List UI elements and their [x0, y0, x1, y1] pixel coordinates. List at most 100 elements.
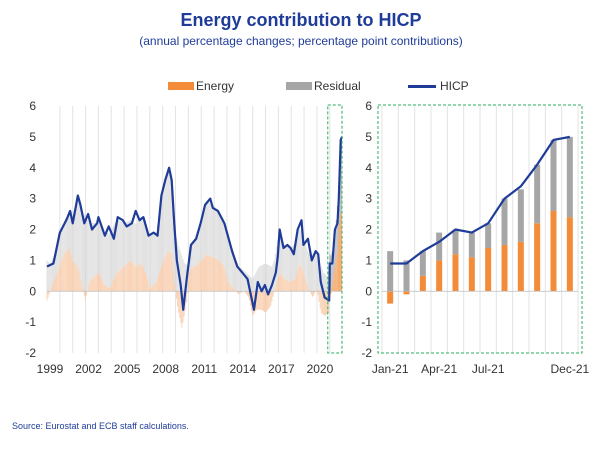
energy-bar: [173, 272, 174, 292]
energy-bar: [120, 269, 122, 292]
energy-bar: [287, 280, 289, 292]
energy-bar: [225, 272, 227, 292]
energy-bar: [63, 253, 65, 292]
energy-bar: [215, 258, 217, 292]
residual-bar: [121, 221, 123, 269]
residual-bar: [166, 171, 168, 254]
energy-bar: [158, 275, 159, 292]
residual-bar: [220, 215, 221, 262]
energy-bar: [152, 285, 154, 292]
energy-bar: [274, 287, 276, 292]
residual-bar: [281, 236, 282, 276]
energy-bar: [168, 252, 170, 292]
residual-bar: [331, 252, 333, 287]
residual-bar: [101, 227, 102, 279]
residual-bar: [104, 232, 106, 286]
residual-bar: [137, 220, 139, 266]
energy-bar: [177, 291, 179, 307]
residual-bar: [301, 233, 303, 269]
residual-bar: [58, 238, 60, 269]
residual-bar: [57, 242, 59, 272]
residual-bar: [143, 218, 144, 269]
residual-bar: [209, 202, 211, 256]
residual-bar: [173, 207, 174, 273]
left-x-tick-label: 2002: [75, 362, 102, 376]
energy-bar: [171, 261, 173, 292]
residual-bar: [99, 224, 100, 275]
residual-bar: [340, 146, 341, 215]
residual-bar: [95, 222, 97, 275]
energy-bar: [163, 260, 165, 292]
energy-bar: [81, 287, 83, 292]
residual-bar: [403, 260, 410, 292]
residual-bar: [254, 274, 256, 292]
energy-bar: [214, 258, 216, 292]
residual-bar: [56, 246, 57, 275]
residual-bar: [67, 214, 68, 250]
source-note: Source: Eurostat and ECB staff calculati…: [12, 421, 189, 431]
energy-bar: [144, 270, 145, 292]
energy-bar: [99, 274, 100, 292]
right-y-tick-label: -1: [361, 315, 372, 329]
energy-bar: [304, 278, 306, 292]
residual-bar: [76, 203, 78, 266]
residual-bar: [150, 235, 152, 288]
residual-bar: [485, 223, 492, 249]
energy-bar: [332, 279, 334, 292]
energy-bar: [77, 267, 79, 292]
residual-bar: [122, 222, 124, 268]
energy-bar: [403, 291, 410, 295]
residual-bar: [175, 234, 176, 292]
energy-bar: [203, 258, 204, 292]
energy-bar: [167, 251, 169, 292]
energy-bar: [436, 260, 443, 292]
residual-bar: [149, 235, 151, 289]
left-y-tick-label: 2: [29, 223, 36, 237]
residual-bar: [68, 211, 69, 249]
residual-bar: [211, 204, 213, 257]
energy-bar: [452, 254, 459, 292]
energy-bar: [222, 264, 224, 292]
left-x-tick-label: 2008: [152, 362, 179, 376]
residual-bar: [50, 260, 52, 288]
energy-bar: [118, 271, 120, 292]
energy-bar: [160, 269, 161, 292]
energy-bar: [151, 286, 153, 292]
energy-bar: [55, 276, 56, 292]
residual-bar: [243, 270, 245, 292]
residual-bar: [195, 235, 197, 266]
residual-bar: [336, 206, 338, 253]
residual-bar: [48, 262, 50, 292]
left-y-tick-label: 4: [29, 161, 36, 175]
energy-bar: [89, 281, 91, 292]
energy-bar: [269, 291, 271, 308]
residual-bar: [296, 237, 297, 275]
residual-bar: [213, 205, 215, 258]
residual-bar: [167, 168, 169, 252]
residual-bar: [268, 265, 270, 292]
energy-bar: [293, 279, 294, 292]
right-y-tick-label: 4: [365, 161, 372, 175]
residual-bar: [180, 252, 182, 292]
energy-bar: [73, 261, 75, 292]
energy-bar: [207, 254, 209, 292]
right-y-tick-label: 6: [365, 99, 372, 113]
energy-bar: [240, 291, 242, 293]
energy-bar: [110, 285, 112, 292]
right-y-tick-label: 0: [365, 284, 372, 298]
energy-bar: [103, 283, 105, 292]
residual-bar: [78, 201, 80, 273]
energy-bar: [46, 291, 48, 301]
residual-bar: [251, 277, 252, 292]
residual-bar: [120, 221, 122, 270]
energy-bar: [196, 264, 198, 292]
energy-bar: [210, 256, 212, 292]
residual-bar: [215, 208, 217, 259]
energy-bar: [197, 263, 199, 292]
energy-bar: [70, 253, 71, 292]
energy-bar: [276, 280, 278, 292]
energy-bar: [271, 291, 273, 302]
residual-bar: [124, 222, 126, 266]
energy-bar: [198, 262, 200, 292]
left-x-tick-label: 2011: [191, 362, 217, 376]
